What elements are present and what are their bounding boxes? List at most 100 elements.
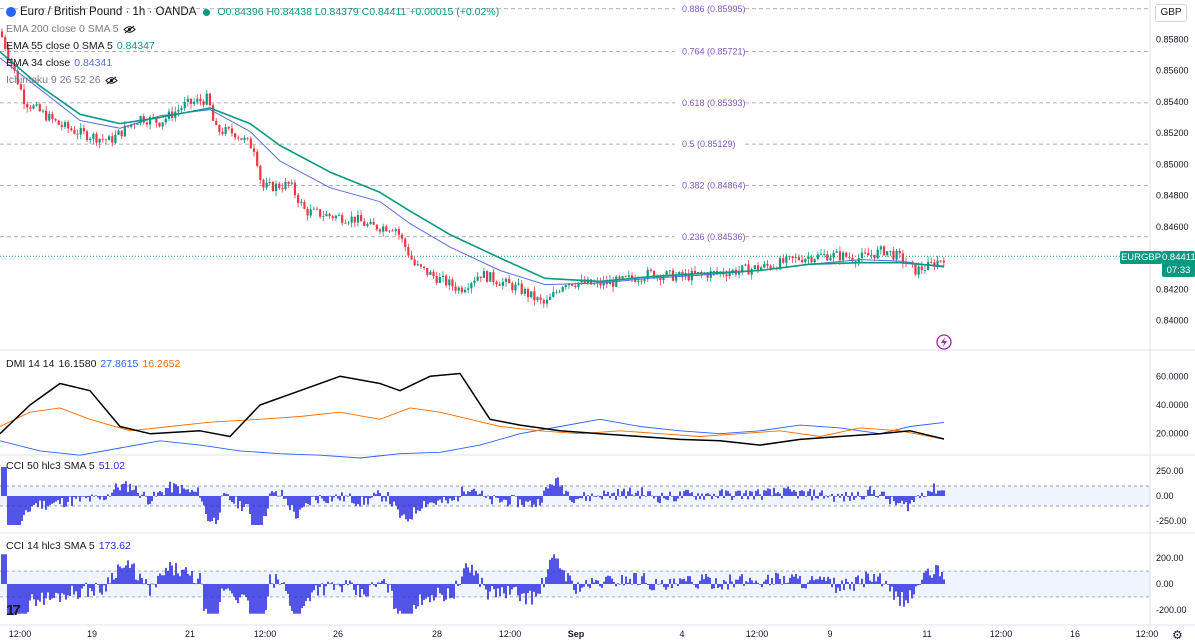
- cci14-bar: [111, 573, 113, 584]
- candle-body: [117, 130, 120, 135]
- cci50-bar: [919, 496, 921, 499]
- cci14-bar: [133, 563, 135, 584]
- cci14-bar: [513, 584, 515, 588]
- cci50-bar: [721, 489, 723, 496]
- candle-body: [404, 238, 407, 248]
- cci14-bar: [649, 584, 651, 590]
- cci50-bar: [81, 496, 83, 497]
- cci14-bar: [93, 584, 95, 596]
- candle-body: [423, 266, 426, 268]
- cci14-bar: [301, 584, 303, 609]
- cci50-bar: [289, 496, 291, 511]
- cci50-bar: [119, 490, 121, 496]
- eye-icon[interactable]: [104, 76, 118, 85]
- cci14-bar: [729, 574, 731, 584]
- cci14-bar: [619, 584, 621, 585]
- cci14-bar: [587, 584, 589, 587]
- cci50-bar: [599, 496, 601, 498]
- eye-icon[interactable]: [122, 25, 136, 34]
- candle-body: [797, 257, 801, 260]
- symbol-logo: [6, 7, 16, 17]
- cci50-bar: [793, 489, 795, 496]
- cci50-bar: [711, 496, 713, 500]
- cci50-bar: [37, 496, 39, 508]
- candle-body: [536, 297, 539, 301]
- flash-icon[interactable]: [936, 334, 952, 350]
- candle-body: [747, 264, 750, 275]
- candle-body: [539, 297, 542, 300]
- cci14-bar: [243, 584, 245, 595]
- cci14-legend[interactable]: CCI 14 hlc3 SMA 5 173.62: [6, 540, 131, 552]
- cci14-bar: [755, 580, 757, 584]
- ichimoku-legend[interactable]: Ichimoku 9 26 52 26: [6, 74, 118, 86]
- candle-body: [927, 261, 930, 271]
- cci50-bar: [343, 496, 345, 502]
- cci14-bar: [837, 584, 839, 588]
- cci50-bar: [239, 496, 241, 502]
- cci50-bar: [571, 496, 573, 503]
- cci14-bar: [523, 584, 525, 594]
- symbol-title[interactable]: Euro / British Pound · 1h · OANDA: [20, 6, 197, 18]
- cci50-bar: [387, 491, 389, 496]
- gear-icon[interactable]: ⚙: [1172, 628, 1183, 642]
- cci14-bar: [741, 574, 743, 584]
- cci50-legend[interactable]: CCI 50 hlc3 SMA 5 51.02: [6, 460, 125, 472]
- cci14-bar: [49, 584, 51, 601]
- cci14-bar: [655, 579, 657, 584]
- cci50-bar: [835, 496, 837, 497]
- cci50-bar: [695, 496, 697, 500]
- cci50-bar: [469, 491, 471, 496]
- cci50-bar: [25, 496, 27, 511]
- ema34-legend[interactable]: EMA 34 close 0.84341: [6, 57, 112, 69]
- cci50-bar: [783, 487, 785, 496]
- candle-body: [19, 84, 22, 90]
- price-axis-tick: 0.84200: [1156, 284, 1189, 294]
- cci50-bar: [647, 491, 649, 496]
- currency-button[interactable]: GBP: [1155, 4, 1187, 22]
- candle-body: [643, 279, 646, 282]
- cci14-bar: [257, 584, 259, 614]
- candle-body: [627, 275, 630, 277]
- cci14-bar: [231, 584, 233, 594]
- tradingview-logo[interactable]: 17: [6, 602, 21, 619]
- fib-level-label: 0.236 (0.84536): [682, 232, 746, 242]
- dmi-legend[interactable]: DMI 14 14 16.1580 27.8615 16.2652: [6, 358, 180, 370]
- cci50-bar: [581, 496, 583, 499]
- cci50-bar: [777, 492, 779, 496]
- ema55-legend[interactable]: EMA 55 close 0 SMA 5 0.84347: [6, 40, 155, 52]
- candle-body: [416, 264, 419, 266]
- cci14-bar: [777, 573, 779, 584]
- candle-body: [300, 201, 303, 204]
- cci14-bar: [249, 584, 251, 614]
- cci50-bar: [601, 496, 603, 500]
- cci14-bar: [535, 584, 537, 597]
- cci14-bar: [399, 584, 401, 611]
- cci50-bar: [589, 496, 591, 502]
- cci50-bar: [9, 496, 11, 525]
- cci14-bar: [11, 584, 13, 614]
- cci14-bar: [77, 584, 79, 599]
- cci14-bar: [847, 582, 849, 584]
- cci50-bar: [263, 496, 265, 517]
- cci14-bar: [251, 584, 253, 614]
- cci50-bar: [501, 496, 503, 502]
- cci50-bar: [327, 496, 329, 504]
- cci50-bar: [297, 496, 299, 518]
- cci14-bar: [877, 576, 879, 584]
- cci14-bar: [767, 574, 769, 584]
- cci14-bar: [447, 584, 449, 589]
- candle-body: [801, 259, 804, 263]
- candle-body: [13, 64, 16, 71]
- cci14-bar: [411, 584, 413, 614]
- cci50-bar: [283, 496, 285, 499]
- cci14-bar: [155, 584, 157, 588]
- cci50-bar: [363, 496, 365, 505]
- candle-body: [476, 276, 479, 281]
- cci50-bar: [875, 496, 877, 497]
- cci50-bar: [677, 496, 679, 499]
- cci50-bar: [917, 495, 919, 496]
- ema200-legend[interactable]: EMA 200 close 0 SMA 5: [6, 23, 136, 35]
- candle-body: [451, 279, 454, 287]
- candle-body: [369, 221, 372, 224]
